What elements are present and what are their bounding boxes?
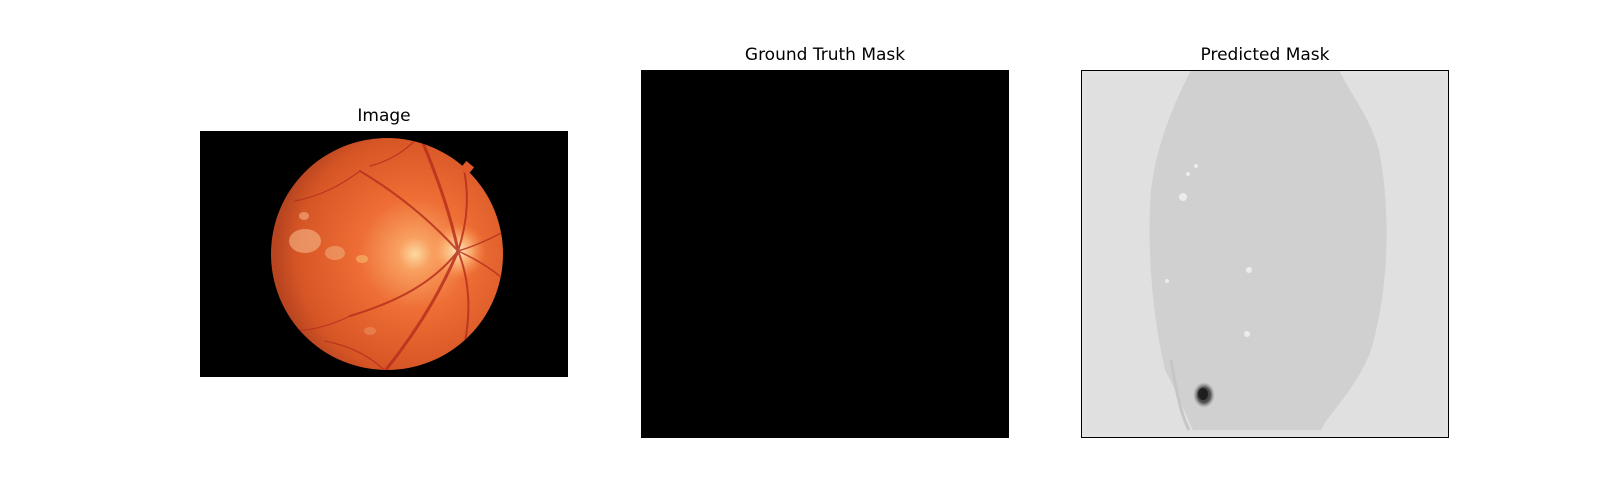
- fundus-image: [200, 131, 568, 377]
- fundus-image-graphic: [200, 131, 568, 377]
- predicted-mask-graphic: [1081, 70, 1449, 438]
- ground-truth-mask: [641, 70, 1009, 438]
- predicted-mask: [1081, 70, 1449, 438]
- ground-truth-title: Ground Truth Mask: [744, 45, 906, 65]
- image-title: Image: [357, 106, 411, 126]
- predicted-mask-title: Predicted Mask: [1200, 45, 1330, 65]
